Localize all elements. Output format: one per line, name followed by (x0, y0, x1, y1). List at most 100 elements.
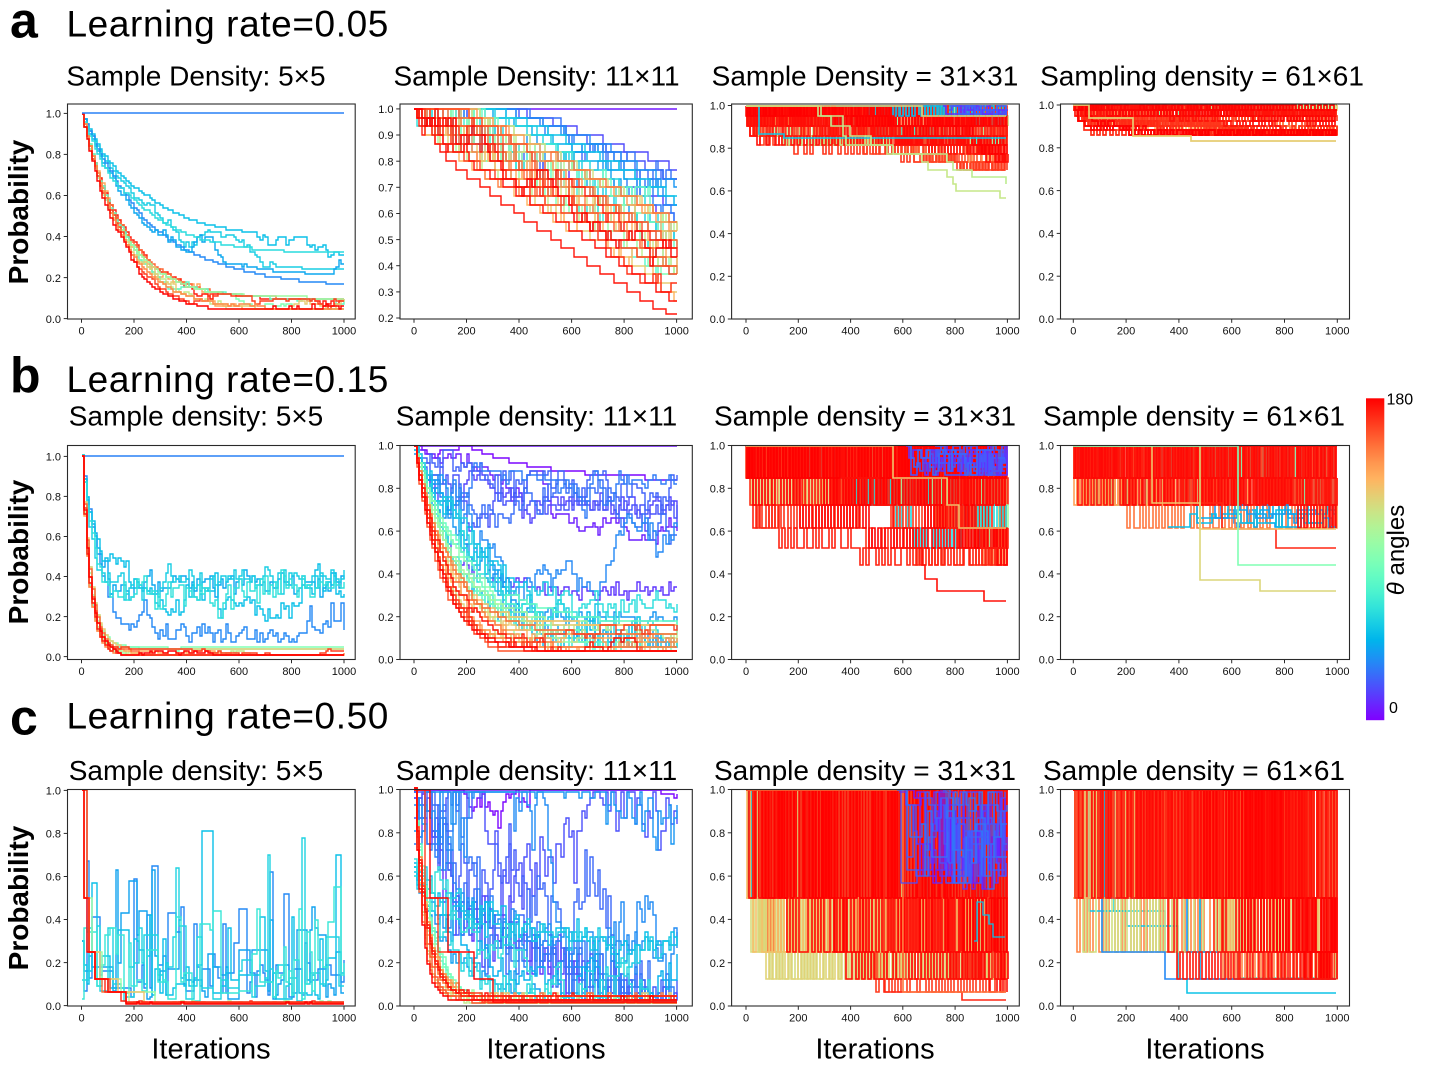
svg-text:800: 800 (615, 1013, 633, 1025)
svg-text:0.6: 0.6 (46, 532, 61, 544)
svg-text:0.5: 0.5 (378, 235, 393, 247)
svg-text:200: 200 (457, 326, 475, 338)
svg-text:1.0: 1.0 (46, 786, 61, 798)
svg-text:0.2: 0.2 (1039, 271, 1054, 283)
svg-text:0.0: 0.0 (1039, 314, 1054, 326)
svg-text:800: 800 (946, 326, 964, 338)
svg-text:400: 400 (510, 666, 528, 678)
svg-text:400: 400 (1170, 1013, 1188, 1025)
svg-text:800: 800 (282, 666, 300, 678)
svg-text:Sample density = 61×61: Sample density = 61×61 (1043, 401, 1345, 432)
svg-text:0.0: 0.0 (710, 655, 725, 667)
svg-text:0.0: 0.0 (1039, 1001, 1054, 1013)
svg-text:0.8: 0.8 (710, 484, 725, 496)
svg-text:Sample Density: 11×11: Sample Density: 11×11 (393, 61, 679, 92)
svg-text:400: 400 (1170, 326, 1188, 338)
svg-text:200: 200 (1117, 666, 1135, 678)
svg-text:0.0: 0.0 (710, 314, 725, 326)
svg-text:400: 400 (841, 326, 859, 338)
svg-text:0: 0 (1070, 666, 1076, 678)
svg-text:600: 600 (1223, 326, 1241, 338)
svg-text:0.8: 0.8 (378, 156, 393, 168)
svg-text:0.0: 0.0 (46, 1001, 61, 1013)
svg-text:1.0: 1.0 (710, 785, 725, 797)
svg-text:0: 0 (743, 326, 749, 338)
svg-text:200: 200 (789, 666, 807, 678)
svg-text:400: 400 (841, 1013, 859, 1025)
svg-text:0.2: 0.2 (46, 612, 61, 624)
svg-text:200: 200 (1117, 1013, 1135, 1025)
svg-text:0.6: 0.6 (46, 191, 61, 203)
svg-text:0.2: 0.2 (46, 273, 61, 285)
svg-text:1.0: 1.0 (1039, 785, 1054, 797)
svg-text:200: 200 (789, 326, 807, 338)
svg-text:0.2: 0.2 (46, 958, 61, 970)
svg-text:0.8: 0.8 (378, 828, 393, 840)
svg-text:1.0: 1.0 (1039, 100, 1054, 112)
svg-text:600: 600 (894, 666, 912, 678)
svg-text:600: 600 (562, 1013, 580, 1025)
svg-text:0.6: 0.6 (378, 526, 393, 538)
svg-text:Sample density: 5×5: Sample density: 5×5 (69, 755, 324, 786)
svg-text:b: b (10, 348, 41, 404)
svg-text:0.4: 0.4 (710, 915, 725, 927)
svg-text:0: 0 (743, 666, 749, 678)
svg-text:0.8: 0.8 (1039, 484, 1054, 496)
svg-text:0.2: 0.2 (1039, 958, 1054, 970)
svg-text:800: 800 (615, 666, 633, 678)
svg-text:800: 800 (282, 326, 300, 338)
svg-text:0.8: 0.8 (378, 484, 393, 496)
svg-text:0.7: 0.7 (378, 183, 393, 195)
svg-text:Sample density: 11×11: Sample density: 11×11 (396, 755, 677, 786)
svg-text:0: 0 (411, 326, 417, 338)
svg-text:0.6: 0.6 (710, 526, 725, 538)
svg-text:200: 200 (789, 1013, 807, 1025)
svg-text:0.4: 0.4 (46, 915, 61, 927)
svg-text:0.0: 0.0 (46, 314, 61, 326)
svg-text:0.4: 0.4 (1039, 229, 1054, 241)
svg-text:0.4: 0.4 (46, 572, 61, 584)
svg-text:200: 200 (125, 666, 143, 678)
svg-text:200: 200 (125, 1013, 143, 1025)
svg-text:0.9: 0.9 (378, 130, 393, 142)
svg-text:Probability: Probability (3, 825, 34, 970)
svg-text:600: 600 (230, 666, 248, 678)
svg-text:200: 200 (457, 1013, 475, 1025)
svg-text:1000: 1000 (1325, 1013, 1349, 1025)
svg-text:400: 400 (1170, 666, 1188, 678)
svg-text:Learning rate=0.15: Learning rate=0.15 (67, 359, 389, 400)
svg-text:600: 600 (230, 326, 248, 338)
svg-text:1.0: 1.0 (46, 452, 61, 464)
svg-text:1000: 1000 (1325, 326, 1349, 338)
svg-text:1.0: 1.0 (1039, 441, 1054, 453)
svg-text:800: 800 (1275, 1013, 1293, 1025)
svg-text:180: 180 (1387, 392, 1414, 409)
svg-text:0: 0 (78, 1013, 84, 1025)
svg-text:200: 200 (1117, 326, 1135, 338)
svg-text:0: 0 (411, 666, 417, 678)
svg-text:Sample density = 31×31: Sample density = 31×31 (714, 401, 1016, 432)
svg-text:200: 200 (457, 666, 475, 678)
svg-text:400: 400 (177, 326, 195, 338)
svg-text:0.6: 0.6 (710, 186, 725, 198)
svg-text:Sample Density = 31×31: Sample Density = 31×31 (712, 61, 1019, 92)
svg-text:1000: 1000 (1325, 666, 1349, 678)
svg-text:0.4: 0.4 (46, 232, 61, 244)
svg-text:Probability: Probability (3, 139, 34, 284)
svg-text:0.0: 0.0 (710, 1001, 725, 1013)
svg-text:1.0: 1.0 (378, 785, 393, 797)
svg-text:0.2: 0.2 (710, 958, 725, 970)
svg-text:0: 0 (743, 1013, 749, 1025)
svg-text:1.0: 1.0 (710, 101, 725, 113)
svg-text:Sample Density: 5×5: Sample Density: 5×5 (66, 61, 325, 92)
svg-text:0: 0 (1070, 326, 1076, 338)
svg-text:0.4: 0.4 (710, 229, 725, 241)
svg-text:600: 600 (230, 1013, 248, 1025)
svg-text:1.0: 1.0 (378, 441, 393, 453)
svg-text:0.4: 0.4 (378, 261, 393, 273)
svg-text:0.8: 0.8 (46, 492, 61, 504)
svg-text:600: 600 (562, 326, 580, 338)
svg-text:Iterations: Iterations (151, 1034, 270, 1066)
svg-text:0.2: 0.2 (710, 612, 725, 624)
svg-text:0.4: 0.4 (1039, 569, 1054, 581)
